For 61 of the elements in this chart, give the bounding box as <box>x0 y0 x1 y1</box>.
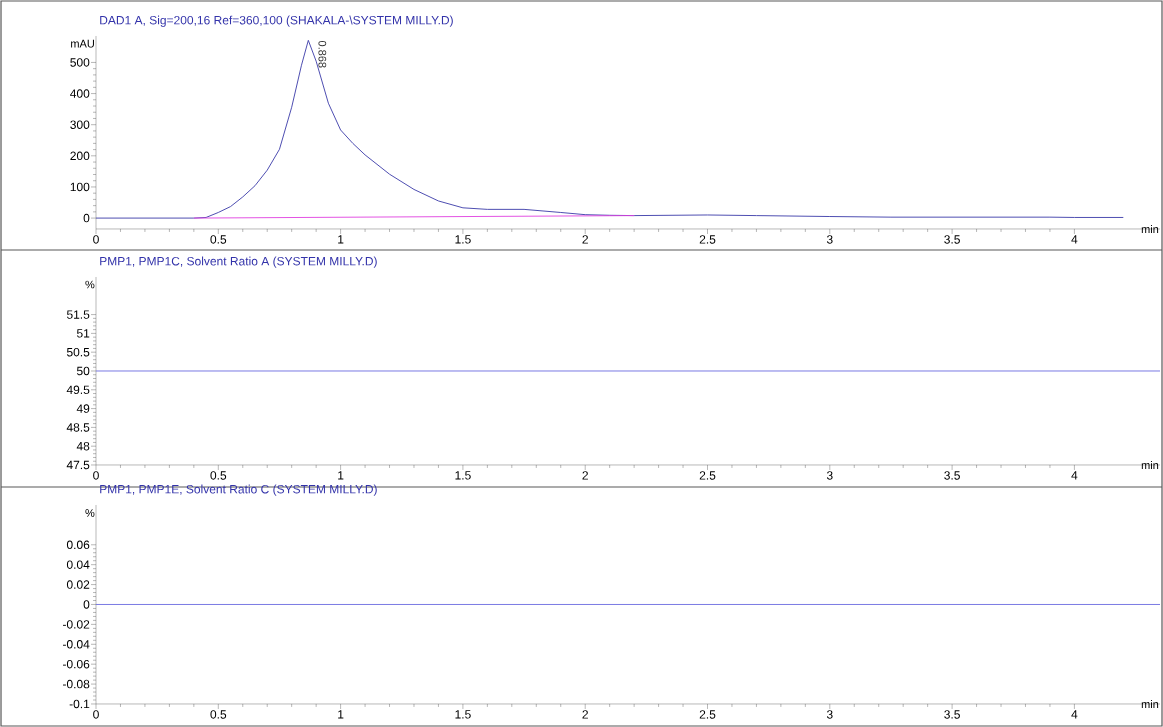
y-tick-label: 0.06 <box>66 540 90 550</box>
x-axis-title: min <box>1141 461 1159 469</box>
x-tick-label: 4 <box>1071 471 1078 480</box>
y-tick-label: -0.1 <box>69 699 90 709</box>
y-tick-label: 200 <box>70 151 90 161</box>
x-tick-label: 0.5 <box>210 235 227 244</box>
y-tick-label: 0 <box>83 600 90 609</box>
y-axis-title: % <box>85 509 95 517</box>
x-tick-label: 3 <box>826 235 833 244</box>
x-tick-label: 0 <box>93 471 99 480</box>
y-tick-label: 50 <box>76 366 90 376</box>
x-tick-label: 2.5 <box>699 710 716 719</box>
y-tick-label: 49.5 <box>66 385 90 395</box>
y-tick-label: 100 <box>70 182 90 192</box>
x-tick-label: 2 <box>582 471 588 480</box>
y-tick-label: 48.5 <box>66 423 90 432</box>
x-tick-label: 3 <box>826 710 833 719</box>
x-tick-label: 1.5 <box>455 235 471 244</box>
x-tick-label: 0 <box>93 235 99 244</box>
y-tick-label: -0.02 <box>62 620 90 629</box>
x-tick-label: 4 <box>1071 235 1078 244</box>
x-tick-label: 1 <box>338 710 344 719</box>
y-axis-title: % <box>85 280 95 289</box>
x-axis-title: min <box>1141 700 1159 708</box>
x-tick-label: 4 <box>1071 710 1078 719</box>
y-tick-label: -0.08 <box>62 679 90 689</box>
y-tick-label: 500 <box>70 58 90 67</box>
x-tick-label: 2 <box>582 235 588 244</box>
y-tick-label: -0.04 <box>62 640 90 649</box>
x-axis-title: min <box>1141 225 1159 233</box>
y-tick-label: 51.5 <box>66 310 90 319</box>
x-tick-label: 2.5 <box>699 471 716 480</box>
x-tick-label: 0.5 <box>210 471 227 480</box>
chart-title: PMP1, PMP1C, Solvent Ratio A (SYSTEM MILLY.D) <box>100 256 377 268</box>
y-tick-label: 50.5 <box>66 347 90 357</box>
x-tick-label: 1.5 <box>455 710 471 719</box>
x-tick-label: 3 <box>826 471 833 480</box>
annotation: 0.868 <box>318 40 327 68</box>
y-tick-label: 51 <box>76 329 90 338</box>
y-axis-title: mAU <box>71 39 94 48</box>
x-tick-label: 1 <box>338 235 344 244</box>
x-tick-label: 0 <box>93 710 99 719</box>
chart-title: DAD1 A, Sig=200,16 Ref=360,100 (SHAKALA-\SYSTEM MILLY.D) <box>100 15 453 27</box>
x-tick-label: 2 <box>582 710 588 719</box>
x-tick-label: 0.5 <box>210 710 227 719</box>
y-tick-label: 0.04 <box>66 560 90 569</box>
x-tick-label: 3.5 <box>944 235 960 244</box>
x-tick-label: 2.5 <box>699 235 716 244</box>
y-tick-label: 0 <box>83 213 90 223</box>
y-tick-label: 0.02 <box>66 580 90 589</box>
x-tick-label: 3.5 <box>944 471 960 480</box>
chart-title: PMP1, PMP1E, Solvent Ratio C (SYSTEM MILLY.D) <box>100 484 377 496</box>
y-tick-label: 47.5 <box>66 460 90 470</box>
y-tick-label: 400 <box>70 89 90 98</box>
y-tick-label: 48 <box>76 441 90 451</box>
y-tick-label: 49 <box>76 404 90 413</box>
y-tick-label: -0.06 <box>62 659 90 669</box>
x-tick-label: 1 <box>338 471 344 480</box>
x-tick-label: 3.5 <box>944 710 960 719</box>
x-tick-label: 1.5 <box>455 471 471 480</box>
y-tick-label: 300 <box>70 120 90 129</box>
